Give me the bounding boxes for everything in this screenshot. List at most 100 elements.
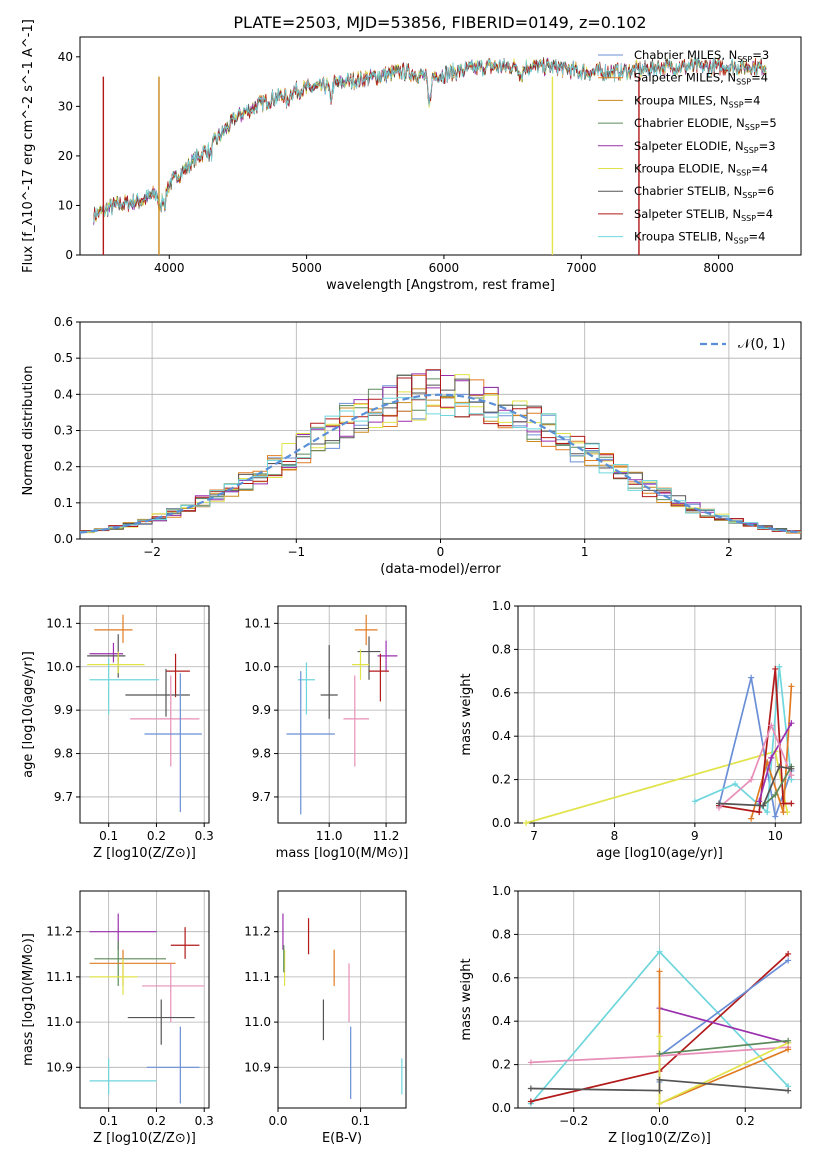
- y-tick-label: 1.0: [492, 599, 511, 613]
- weight-line: [718, 765, 792, 807]
- errorbar-point: [89, 958, 138, 995]
- errorbar-point: [87, 634, 126, 678]
- legend: Chabrier MILES, NSSP=3 Salpeter MILES, NS…: [598, 48, 777, 246]
- figure-title: PLATE=2503, MJD=53856, FIBERID=0149, z=0…: [233, 13, 646, 32]
- x-tick-label: 1: [581, 545, 589, 559]
- x-tick-label: 0.1: [99, 1114, 118, 1128]
- plot-frame: [277, 890, 407, 1109]
- x-axis-label: mass [log10(M/M⊙)]: [276, 846, 409, 861]
- y-tick-label: 20: [58, 149, 73, 163]
- legend-entry-label: Chabrier STELIB, NSSP=6: [634, 184, 774, 200]
- chart-panels: 4000 5000 6000 7000 8000010203040wavelength …: [21, 19, 802, 1146]
- y-axis-label: age [log10(age/yr)]: [21, 651, 36, 778]
- legend-entry-label: 𝒩(0, 1): [738, 337, 785, 352]
- x-axis-label: E(B-V): [322, 1131, 362, 1146]
- y-tick-label: 1.0: [492, 884, 511, 898]
- errorbar-point: [89, 642, 123, 663]
- x-tick-label: 0.1: [99, 829, 118, 843]
- y-tick-label: 11.1: [46, 970, 73, 984]
- weight-line: [718, 723, 793, 809]
- x-tick-label: 0.3: [195, 1114, 214, 1128]
- y-tick-label: 10.9: [244, 1060, 271, 1074]
- weight-marker: [772, 813, 779, 820]
- y-tick-label: 9.7: [54, 790, 73, 804]
- x-tick-label: 8: [611, 829, 619, 843]
- errorbar-point: [89, 658, 159, 715]
- weight-marker: [656, 968, 663, 975]
- errorbar-point: [320, 645, 338, 719]
- weight-marker: [656, 1087, 663, 1094]
- errorbar-point: [369, 653, 389, 702]
- weight-marker: [748, 776, 755, 783]
- x-tick-label: 4000: [154, 261, 185, 275]
- histogram-panel: −2 −1 0 1 2 0.0 0.1 0.2 0.3 0.4 0.5 0.6 (data-model)…: [21, 315, 802, 577]
- x-tick-label: 9: [691, 829, 699, 843]
- y-tick-label: 0.8: [492, 642, 511, 656]
- x-tick-label: 8000: [703, 261, 734, 275]
- weight-vs-metallicity-panel: −0.2 0.0 0.2 0.0 0.2 0.4 0.6 0.8 1.0 Z [log10(Z/Z…: [459, 884, 802, 1146]
- y-tick-label: 9.9: [54, 703, 73, 717]
- x-tick-label: 5000: [291, 261, 322, 275]
- weight-marker: [772, 791, 779, 798]
- errorbar-point: [351, 649, 370, 680]
- weight-marker: [527, 1085, 534, 1092]
- weight-marker: [785, 1046, 792, 1053]
- weight-marker: [656, 948, 663, 955]
- x-tick-label: 10: [768, 829, 783, 843]
- spectrum-line: [93, 57, 767, 223]
- weight-marker: [527, 1098, 534, 1105]
- x-axis-label: Z [log10(Z/Z⊙)]: [93, 846, 196, 861]
- weight-marker: [748, 815, 755, 822]
- errorbar-point: [146, 1026, 200, 1104]
- errorbar-point: [343, 675, 370, 767]
- y-tick-label: 0.8: [492, 927, 511, 941]
- weight-marker: [788, 765, 795, 772]
- weight-marker: [776, 763, 783, 770]
- weight-marker: [656, 1033, 663, 1040]
- legend-entry-label: Kroupa STELIB, NSSP=4: [634, 230, 765, 246]
- y-tick-label: 10: [58, 198, 73, 212]
- age-vs-metallicity-panel: 0.1 0.2 0.3 9.7 9.8 9.9 10.0 10.1 Z [log10(Z/Z⊙)…: [21, 605, 214, 861]
- x-tick-label: 0: [437, 545, 445, 559]
- y-tick-label: 0.4: [54, 387, 73, 401]
- errorbar-point: [87, 651, 145, 674]
- x-axis-label: (data-model)/error: [380, 562, 501, 577]
- weight-line: [659, 1007, 789, 1044]
- x-tick-label: 7000: [566, 261, 597, 275]
- errorbar-point: [89, 1058, 157, 1095]
- y-tick-label: 10.1: [244, 616, 271, 630]
- weight-marker: [780, 809, 787, 816]
- y-tick-label: 0.0: [492, 816, 511, 830]
- legend-entry-label: Salpeter MILES, NSSP=4: [634, 71, 768, 87]
- plot-frame: [79, 36, 802, 256]
- y-tick-label: 10.0: [244, 660, 271, 674]
- weight-marker: [785, 957, 792, 964]
- weight-marker: [768, 722, 775, 729]
- x-tick-label: 0.2: [736, 1114, 755, 1128]
- y-tick-label: 0.4: [492, 1014, 511, 1028]
- age-vs-mass-panel: 11.0 11.2 9.7 9.8 9.9 10.0 10.1 mass [log10(M/M…: [244, 605, 409, 861]
- weight-marker: [715, 800, 722, 807]
- y-tick-label: 9.8: [54, 747, 73, 761]
- y-tick-label: 0.6: [54, 315, 73, 329]
- weight-marker: [527, 1059, 534, 1066]
- errorbar-point: [170, 927, 200, 959]
- histogram-step: [80, 369, 801, 532]
- errorbar-point: [89, 913, 157, 950]
- y-tick-label: 11.1: [244, 970, 271, 984]
- x-tick-label: −0.2: [559, 1114, 588, 1128]
- weight-marker: [788, 720, 795, 727]
- errorbar-point: [125, 668, 190, 717]
- legend-entry-label: Chabrier MILES, NSSP=3: [634, 48, 769, 64]
- y-tick-label: 11.0: [46, 1015, 73, 1029]
- x-tick-label: 0.1: [351, 1114, 370, 1128]
- y-tick-label: 0.2: [54, 460, 73, 474]
- y-tick-label: 9.9: [252, 703, 271, 717]
- weight-marker: [785, 1087, 792, 1094]
- y-tick-label: 0.3: [54, 424, 73, 438]
- y-tick-label: 10.9: [46, 1060, 73, 1074]
- mass-vs-metallicity-panel: 0.1 0.2 0.3 10.9 11.0 11.1 11.2 Z [log10(Z/Z⊙)]…: [21, 890, 214, 1146]
- errorbar-point: [94, 614, 133, 643]
- y-axis-label: Flux [f_λ10^-17 erg cm^-2 s^-1 A^-1]: [21, 19, 36, 273]
